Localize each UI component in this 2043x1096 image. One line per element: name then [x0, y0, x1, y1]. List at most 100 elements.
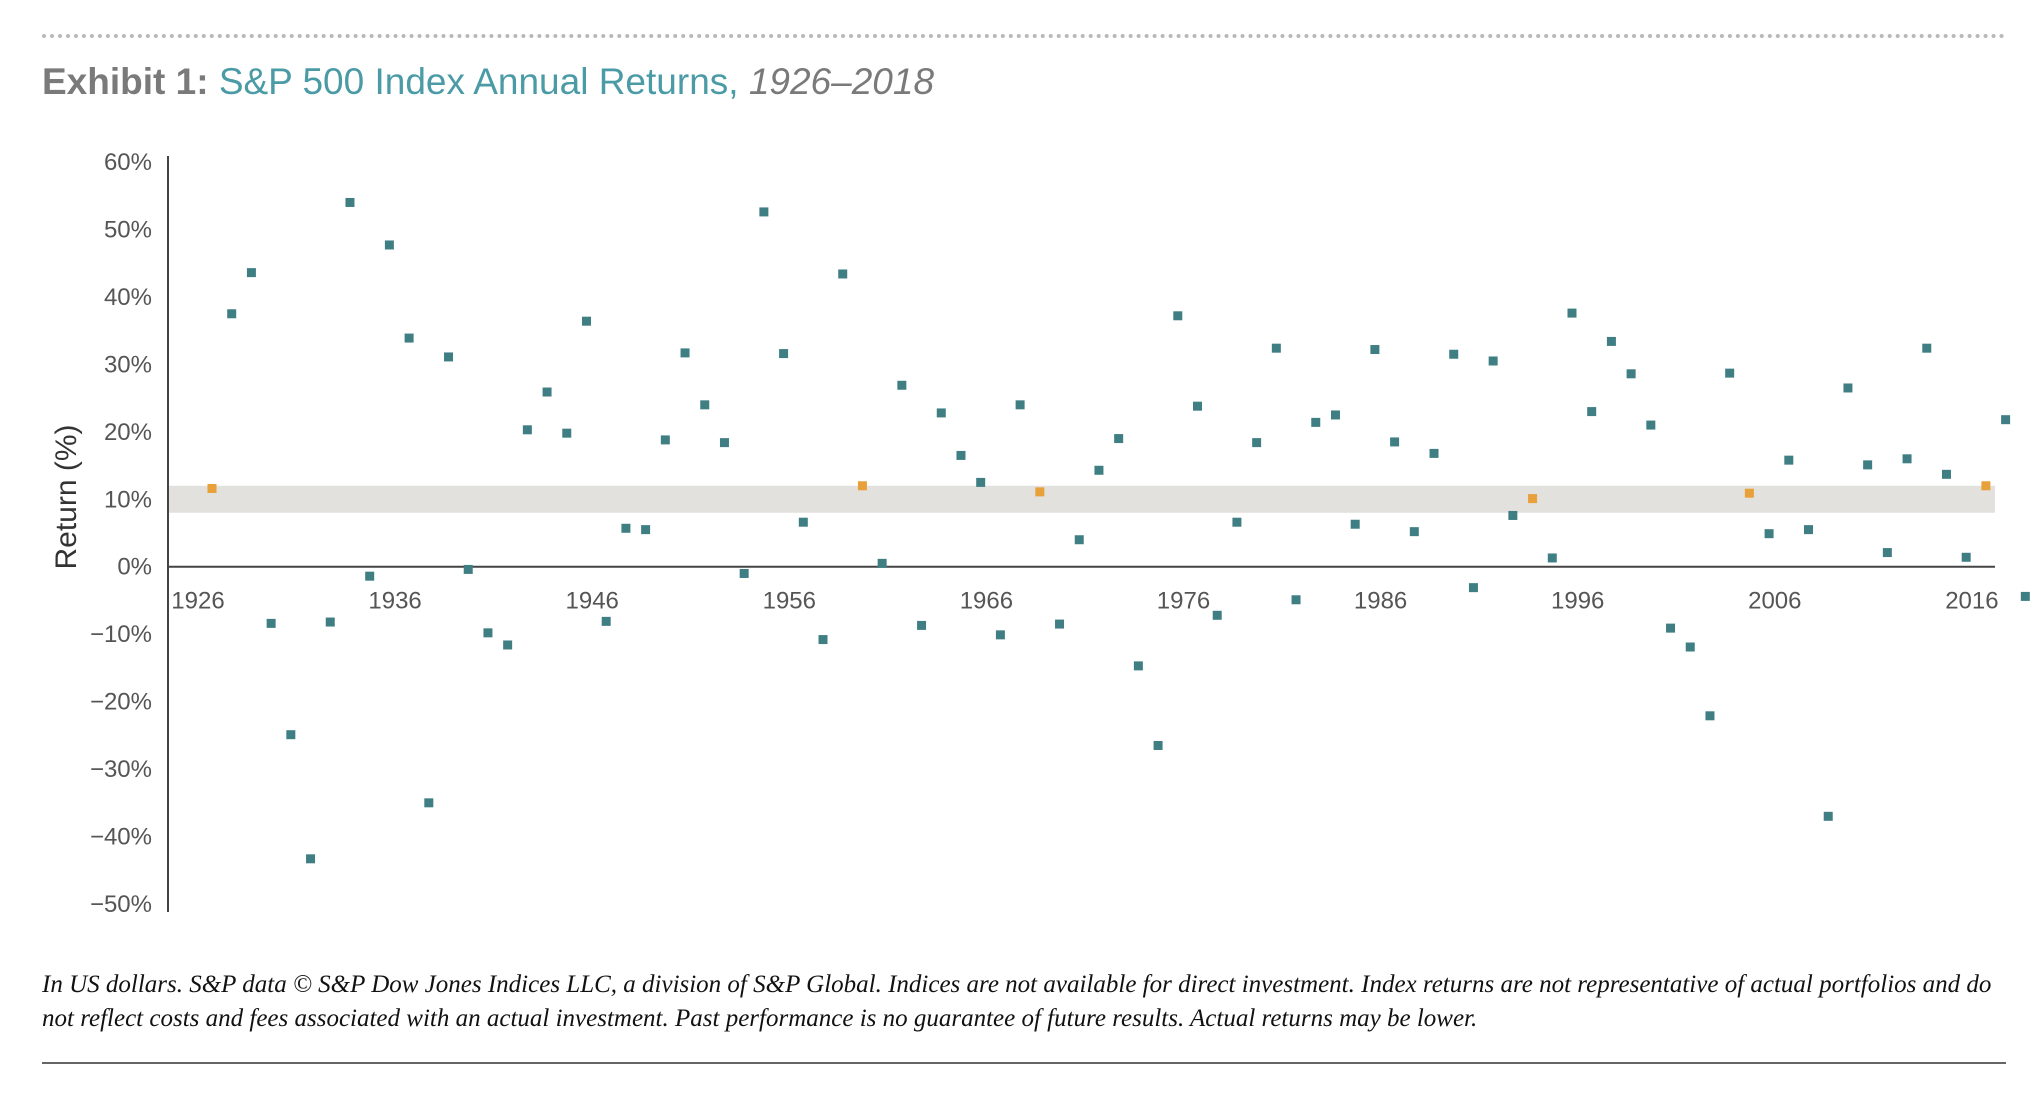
exhibit-title: Exhibit 1: S&P 500 Index Annual Returns,… [42, 58, 934, 106]
data-point [1587, 407, 1597, 417]
highlight-data-point [207, 483, 217, 493]
y-tick-label: 0% [117, 554, 152, 581]
data-point [1133, 661, 1143, 671]
y-tick-label: 10% [104, 486, 152, 513]
data-point [503, 640, 513, 650]
x-tick-label: 1996 [1551, 588, 1604, 615]
data-point [1705, 711, 1715, 721]
data-point [266, 618, 276, 628]
data-point [818, 635, 828, 645]
data-point [700, 400, 710, 410]
data-point [660, 435, 670, 445]
y-tick-label: −30% [90, 756, 152, 783]
data-point [2020, 591, 2030, 601]
data-point [1409, 527, 1419, 537]
data-point [1725, 368, 1735, 378]
data-point [1567, 308, 1577, 318]
data-point [779, 349, 789, 359]
data-point [601, 616, 611, 626]
data-point [917, 620, 927, 630]
data-point [1784, 455, 1794, 465]
data-point [1646, 420, 1656, 430]
top-dotted-rule [42, 34, 2006, 38]
y-tick-label: 20% [104, 419, 152, 446]
y-tick-label: −20% [90, 689, 152, 716]
x-tick-label: 1966 [960, 588, 1013, 615]
data-point [1449, 349, 1459, 359]
data-point [1232, 517, 1242, 527]
data-point [1961, 552, 1971, 562]
data-point [1626, 369, 1636, 379]
data-point [404, 333, 414, 343]
data-point [1685, 642, 1695, 652]
data-point [1330, 410, 1340, 420]
data-point [483, 628, 493, 638]
data-point [719, 438, 729, 448]
data-point [1094, 465, 1104, 475]
data-point [1902, 454, 1912, 464]
data-point [581, 316, 591, 326]
data-point [1922, 343, 1932, 353]
data-point [838, 269, 848, 279]
data-point [2001, 415, 2011, 425]
x-tick-label: 1926 [171, 588, 224, 615]
data-point [1370, 345, 1380, 355]
y-tick-label: 40% [104, 284, 152, 311]
x-tick-label: 1936 [368, 588, 421, 615]
y-tick-label: 30% [104, 351, 152, 378]
x-tick-label: 1986 [1354, 588, 1407, 615]
data-point [1350, 519, 1360, 529]
data-point [345, 197, 355, 207]
data-point [798, 517, 808, 527]
data-point [739, 568, 749, 578]
data-point [621, 523, 631, 533]
data-point [227, 309, 237, 319]
bottom-rule [42, 1062, 2006, 1064]
data-point [877, 558, 887, 568]
title-years: 1926–2018 [748, 61, 935, 102]
y-tick-label: 60% [104, 149, 152, 176]
data-point [562, 428, 572, 438]
y-tick-label: 50% [104, 216, 152, 243]
data-point [424, 798, 434, 808]
y-tick-label: −40% [90, 824, 152, 851]
data-point [1271, 343, 1281, 353]
x-tick-label: 1976 [1157, 588, 1210, 615]
data-point [1015, 400, 1025, 410]
data-point [1212, 610, 1222, 620]
data-point [1823, 811, 1833, 821]
data-point [1547, 553, 1557, 563]
x-tick-label: 1956 [763, 588, 816, 615]
data-point [463, 564, 473, 574]
y-axis-label: Return (%) [50, 424, 83, 569]
data-point [1193, 401, 1202, 411]
data-point [1291, 595, 1301, 605]
data-point [956, 450, 966, 460]
highlight-data-point [1528, 494, 1538, 504]
data-point [1843, 383, 1853, 393]
data-point [1429, 448, 1439, 458]
data-point [1666, 623, 1676, 633]
data-point [1311, 417, 1321, 427]
data-point [897, 380, 907, 390]
data-point [1468, 583, 1478, 593]
data-point [306, 854, 316, 864]
data-point [976, 477, 986, 487]
data-point [680, 348, 690, 358]
data-point [1390, 437, 1400, 447]
y-tick-label: −50% [90, 891, 152, 918]
highlight-data-point [1981, 481, 1991, 491]
data-point [325, 617, 335, 627]
data-point [444, 352, 454, 362]
x-tick-label: 1946 [566, 588, 619, 615]
average-return-band [168, 485, 1995, 513]
x-tick-label: 2006 [1748, 588, 1801, 615]
data-point [542, 387, 552, 397]
data-point [1114, 434, 1124, 444]
data-point [1055, 619, 1065, 629]
data-point [995, 630, 1005, 640]
data-point [365, 571, 375, 581]
highlight-data-point [857, 481, 867, 491]
footnote: In US dollars. S&P data © S&P Dow Jones … [42, 971, 1992, 1032]
data-point [1173, 311, 1183, 321]
